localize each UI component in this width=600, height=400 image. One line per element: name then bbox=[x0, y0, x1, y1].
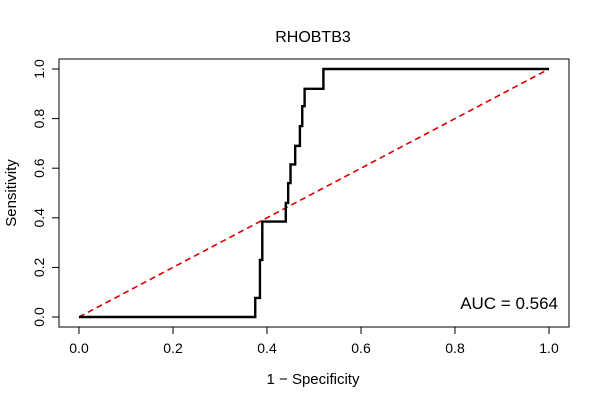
y-tick-label: 0.8 bbox=[31, 109, 47, 129]
x-axis-label: 1 − Specificity bbox=[267, 371, 360, 388]
reference-diagonal bbox=[78, 68, 550, 318]
y-tick-label: 0.2 bbox=[31, 257, 47, 277]
roc-curve-line bbox=[79, 67, 549, 319]
x-tick-label: 0.8 bbox=[445, 340, 465, 356]
x-tick-label: 1.0 bbox=[539, 340, 559, 356]
x-axis: 0.0 0.2 0.4 0.6 0.8 1.0 bbox=[69, 327, 559, 356]
diagonal-line bbox=[78, 68, 550, 318]
x-tick-label: 0.4 bbox=[257, 340, 277, 356]
y-axis-label: Sensitivity bbox=[3, 159, 20, 227]
y-axis: 0.0 0.2 0.4 0.6 0.8 1.0 bbox=[31, 59, 59, 327]
chart-title: RHOBTB3 bbox=[275, 29, 351, 46]
plot-frame bbox=[58, 58, 570, 328]
auc-annotation: AUC = 0.564 bbox=[460, 294, 558, 313]
x-tick-label: 0.0 bbox=[69, 340, 89, 356]
x-tick-label: 0.6 bbox=[351, 340, 371, 356]
y-tick-label: 0.4 bbox=[31, 208, 47, 228]
y-tick-label: 0.0 bbox=[31, 307, 47, 327]
y-tick-label: 0.6 bbox=[31, 158, 47, 178]
y-tick-label: 1.0 bbox=[31, 59, 47, 79]
x-tick-label: 0.2 bbox=[163, 340, 183, 356]
roc-curve bbox=[79, 67, 549, 319]
